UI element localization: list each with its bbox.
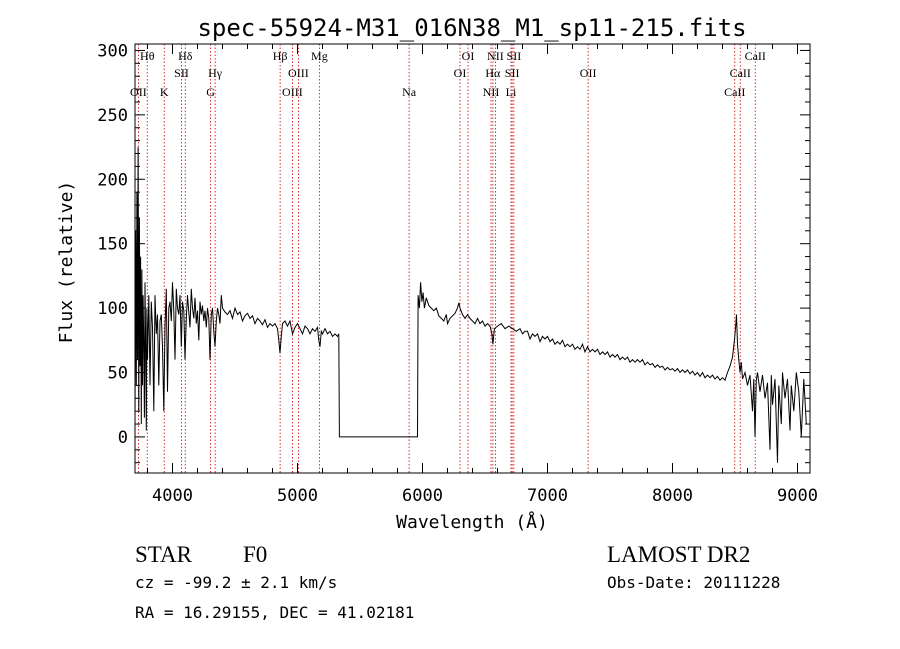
x-tick-label: 7000: [527, 486, 568, 506]
spectral-line-label: SII: [507, 49, 522, 63]
plot-frame: [134, 43, 811, 474]
spectral-line-label: Hδ: [178, 49, 193, 63]
spectral-line-markers: [137, 44, 756, 473]
y-tick-label: 100: [97, 299, 128, 319]
spectral-line-label: CaII: [745, 49, 766, 63]
spectral-line-label: Na: [402, 85, 417, 99]
spectral-line-label: G: [206, 85, 215, 99]
survey-name: LAMOST DR2: [607, 542, 751, 567]
spectral-line-label: Hθ: [140, 49, 155, 63]
chart-title: spec-55924-M31_016N38_M1_sp11-215.fits: [197, 14, 746, 42]
x-axis-label: Wavelength (Å): [396, 511, 548, 533]
y-tick-label: 50: [108, 364, 128, 384]
x-tick-label: 4000: [152, 486, 193, 506]
x-tick-label: 5000: [277, 486, 318, 506]
spectral-line-label: CaII: [724, 85, 745, 99]
spectral-line-label: OII: [580, 66, 597, 80]
y-tick-label: 250: [97, 106, 128, 126]
spectral-line-label: OIII: [288, 66, 309, 80]
y-tick-label: 300: [97, 41, 128, 61]
object-subclass: F0: [243, 542, 268, 567]
y-axis-label: Flux (relative): [56, 181, 77, 344]
spectral-line-label: Hγ: [208, 66, 223, 80]
spectral-line-label: SII: [505, 66, 520, 80]
spectral-line-label: OI: [462, 49, 475, 63]
spectral-line-label: K: [160, 85, 169, 99]
y-tick-label: 200: [97, 170, 128, 190]
spectral-line-label: NII: [483, 85, 500, 99]
observation-date: Obs-Date: 20111228: [607, 573, 781, 592]
x-tick-label: 6000: [402, 486, 443, 506]
y-tick-label: 0: [118, 428, 128, 448]
spectral-line-label: OIII: [282, 85, 303, 99]
y-tick-label: 150: [97, 235, 128, 255]
spectral-line-label: OII: [130, 85, 147, 99]
coordinates: RA = 16.29155, DEC = 41.02181: [135, 603, 415, 622]
x-tick-label: 8000: [652, 486, 693, 506]
spectral-line-label: Li: [506, 85, 517, 99]
redshift-cz: cz = -99.2 ± 2.1 km/s: [135, 573, 338, 592]
spectral-line-label: NII: [487, 49, 504, 63]
object-class: STAR: [135, 542, 192, 567]
spectral-line-label: Hβ: [273, 49, 288, 63]
spectral-line-label: Mg: [311, 49, 328, 63]
spectral-line-label: CaII: [730, 66, 751, 80]
axis-tick-labels: 4000 5000 6000 7000 8000 9000 0 50 100 150 200 250 3…: [97, 41, 818, 506]
spectral-line-label: OI: [454, 66, 467, 80]
spectral-line-label: Hα: [485, 66, 501, 80]
x-tick-label: 9000: [777, 486, 818, 506]
spectrum-line: [134, 147, 807, 463]
spectral-line-label: SII: [174, 66, 189, 80]
axis-ticks: [135, 44, 810, 473]
